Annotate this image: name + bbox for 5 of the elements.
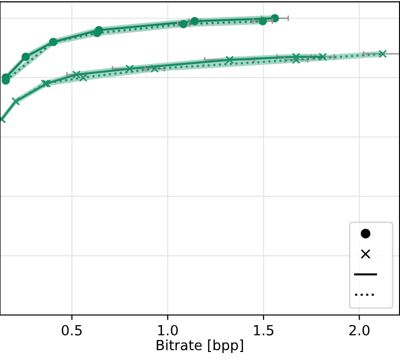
x-axis-title: Bitrate [bpp] [156,340,243,353]
x-tick-label: 0.5 [62,324,82,336]
x-tick-label: 2.0 [349,324,370,336]
x-tick-label: 1.5 [254,325,274,336]
x-tick-label: 1.0 [158,324,178,336]
